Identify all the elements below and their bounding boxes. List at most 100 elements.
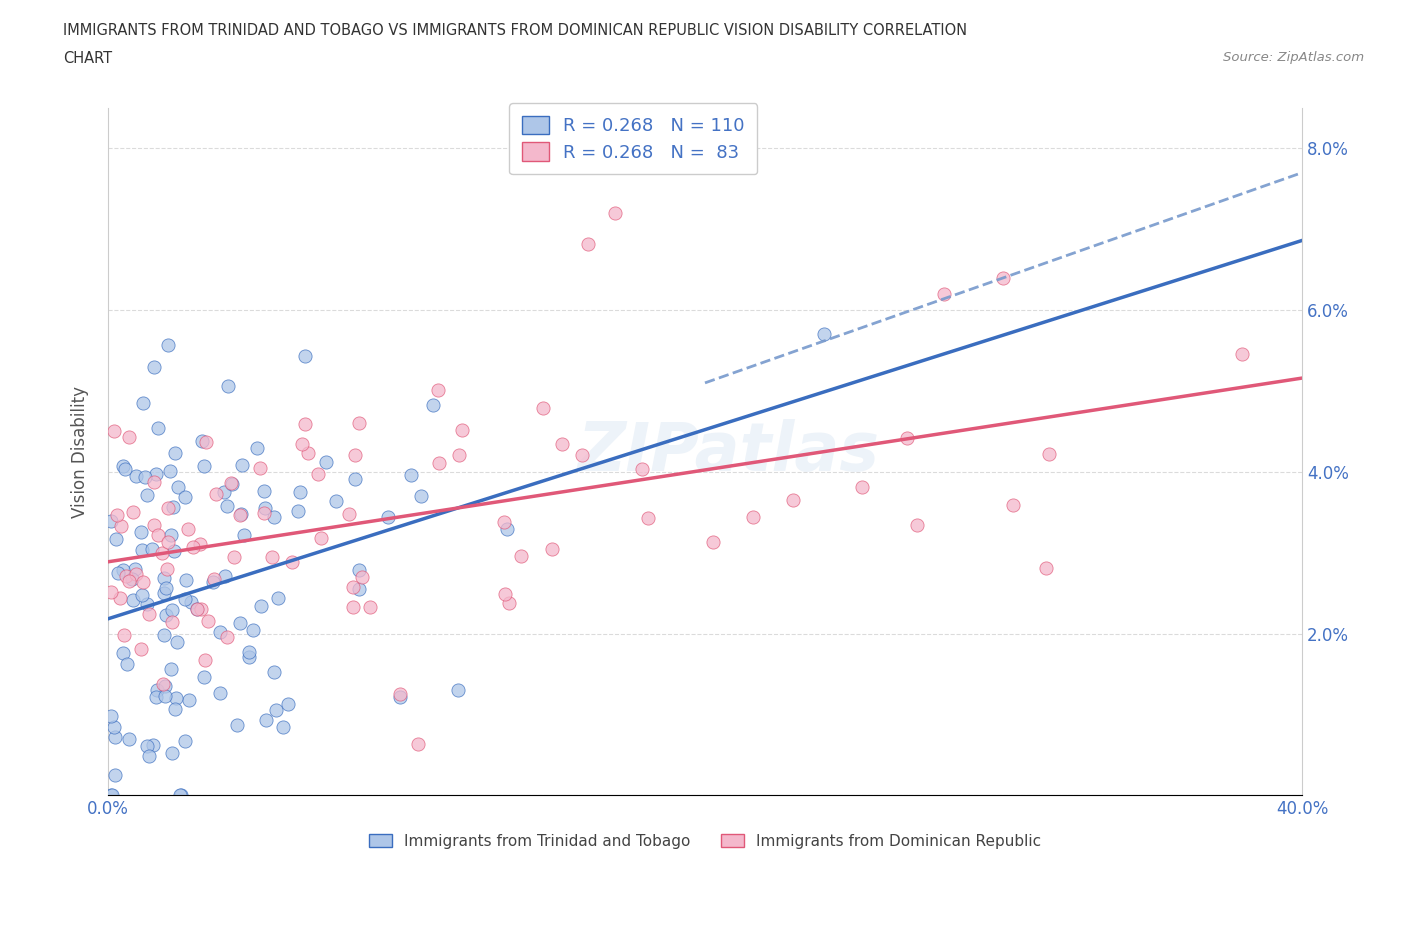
Point: [193, 670, 215, 684]
Point: [246, 441, 269, 456]
Point: [249, 460, 271, 475]
Point: [145, 466, 167, 481]
Point: [107, 566, 129, 581]
Point: [1035, 561, 1057, 576]
Legend: Immigrants from Trinidad and Tobago, Immigrants from Dominican Republic: Immigrants from Trinidad and Tobago, Imm…: [361, 826, 1049, 857]
Point: [153, 688, 176, 703]
Point: [162, 603, 184, 618]
Point: [104, 767, 127, 782]
Point: [531, 400, 554, 415]
Point: [134, 470, 156, 485]
Point: [115, 569, 138, 584]
Point: [260, 550, 283, 565]
Point: [104, 532, 127, 547]
Point: [231, 458, 253, 472]
Point: [242, 622, 264, 637]
Point: [447, 448, 470, 463]
Point: [122, 592, 145, 607]
Point: [359, 599, 381, 614]
Point: [141, 542, 163, 557]
Point: [155, 607, 177, 622]
Point: [214, 568, 236, 583]
Point: [297, 445, 319, 460]
Point: [287, 503, 309, 518]
Point: [143, 360, 166, 375]
Point: [100, 709, 122, 724]
Point: [160, 527, 183, 542]
Point: [702, 535, 724, 550]
Point: [174, 591, 197, 606]
Point: [221, 476, 243, 491]
Point: [142, 474, 165, 489]
Text: ZIPatlas: ZIPatlas: [578, 418, 880, 485]
Point: [905, 517, 928, 532]
Point: [266, 703, 288, 718]
Point: [290, 485, 312, 499]
Point: [215, 630, 238, 644]
Point: [263, 509, 285, 524]
Point: [605, 206, 627, 220]
Point: [169, 788, 191, 803]
Point: [112, 645, 135, 660]
Point: [129, 642, 152, 657]
Point: [250, 598, 273, 613]
Point: [152, 546, 174, 561]
Point: [426, 382, 449, 397]
Point: [427, 456, 450, 471]
Point: [142, 738, 165, 753]
Point: [993, 271, 1015, 286]
Point: [352, 569, 374, 584]
Point: [110, 519, 132, 534]
Point: [145, 683, 167, 698]
Point: [194, 653, 217, 668]
Point: [229, 508, 252, 523]
Point: [510, 549, 533, 564]
Point: [129, 525, 152, 539]
Point: [494, 586, 516, 601]
Point: [229, 616, 252, 631]
Point: [1038, 446, 1060, 461]
Point: [576, 236, 599, 251]
Point: [422, 397, 444, 412]
Point: [238, 650, 260, 665]
Point: [153, 585, 176, 600]
Point: [932, 286, 955, 301]
Point: [280, 554, 302, 569]
Point: [177, 693, 200, 708]
Point: [138, 749, 160, 764]
Point: [115, 657, 138, 671]
Point: [447, 683, 470, 698]
Point: [229, 506, 252, 521]
Point: [267, 591, 290, 605]
Point: [160, 746, 183, 761]
Point: [1002, 498, 1025, 512]
Point: [135, 488, 157, 503]
Point: [166, 634, 188, 649]
Point: [233, 527, 256, 542]
Point: [347, 563, 370, 578]
Point: [631, 461, 654, 476]
Point: [122, 505, 145, 520]
Point: [136, 597, 159, 612]
Point: [315, 455, 337, 470]
Point: [174, 573, 197, 588]
Point: [637, 511, 659, 525]
Point: [186, 601, 208, 616]
Point: [163, 701, 186, 716]
Point: [100, 788, 122, 803]
Point: [118, 732, 141, 747]
Point: [541, 541, 564, 556]
Point: [162, 499, 184, 514]
Point: [138, 607, 160, 622]
Point: [219, 476, 242, 491]
Point: [495, 522, 517, 537]
Point: [131, 542, 153, 557]
Text: CHART: CHART: [63, 51, 112, 66]
Point: [142, 518, 165, 533]
Point: [155, 562, 177, 577]
Point: [254, 500, 277, 515]
Point: [212, 485, 235, 499]
Point: [291, 437, 314, 452]
Point: [342, 599, 364, 614]
Point: [145, 689, 167, 704]
